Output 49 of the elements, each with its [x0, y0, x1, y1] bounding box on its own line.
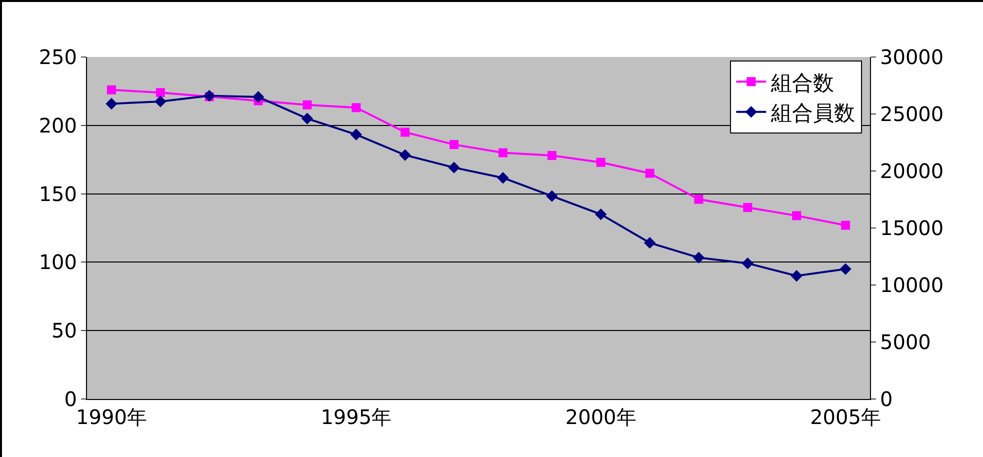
y-tick-label: 0 — [64, 387, 77, 411]
point — [546, 190, 558, 202]
point — [154, 96, 166, 108]
point — [252, 91, 264, 103]
x-tick-label: 1990年 — [76, 405, 147, 429]
y-tick-label: 50 — [52, 318, 77, 343]
point — [448, 162, 460, 174]
point — [790, 270, 802, 282]
legend-label: 組合員数 — [770, 101, 856, 126]
y2-tick-label: 25000 — [880, 102, 944, 126]
point — [547, 151, 556, 160]
y2-tick-label: 10000 — [880, 273, 944, 297]
point — [352, 103, 361, 112]
point — [350, 128, 362, 140]
point — [742, 257, 754, 270]
point — [399, 149, 411, 161]
point — [450, 140, 459, 150]
x-tick-label: 2000年 — [565, 405, 636, 429]
y2-tick-label: 30000 — [880, 45, 944, 69]
y-tick-label: 100 — [38, 250, 77, 274]
y2-tick-label: 20000 — [880, 159, 944, 183]
point — [743, 202, 752, 212]
point — [497, 172, 509, 184]
point — [106, 98, 118, 110]
point — [400, 128, 410, 137]
y-tick-label: 150 — [38, 182, 77, 206]
point — [694, 194, 704, 204]
point — [841, 220, 850, 230]
point — [498, 148, 508, 158]
point — [792, 211, 802, 220]
point — [596, 158, 606, 167]
point — [156, 88, 165, 98]
y2-tick-label: 5000 — [880, 330, 931, 354]
point — [840, 263, 852, 275]
point — [692, 252, 705, 264]
point — [302, 100, 312, 110]
point — [594, 208, 607, 220]
point — [301, 112, 314, 124]
point — [106, 85, 116, 94]
point — [645, 168, 654, 178]
x-tick-label: 1995年 — [320, 405, 392, 429]
point — [644, 236, 656, 249]
y2-tick-label: 0 — [880, 387, 893, 411]
legend-label: 組合数 — [770, 70, 834, 95]
y-tick-label: 250 — [38, 45, 77, 69]
y2-tick-label: 15000 — [880, 216, 944, 240]
point — [203, 90, 216, 102]
y-tick-label: 200 — [38, 113, 77, 138]
x-tick-label: 2005年 — [810, 405, 881, 429]
